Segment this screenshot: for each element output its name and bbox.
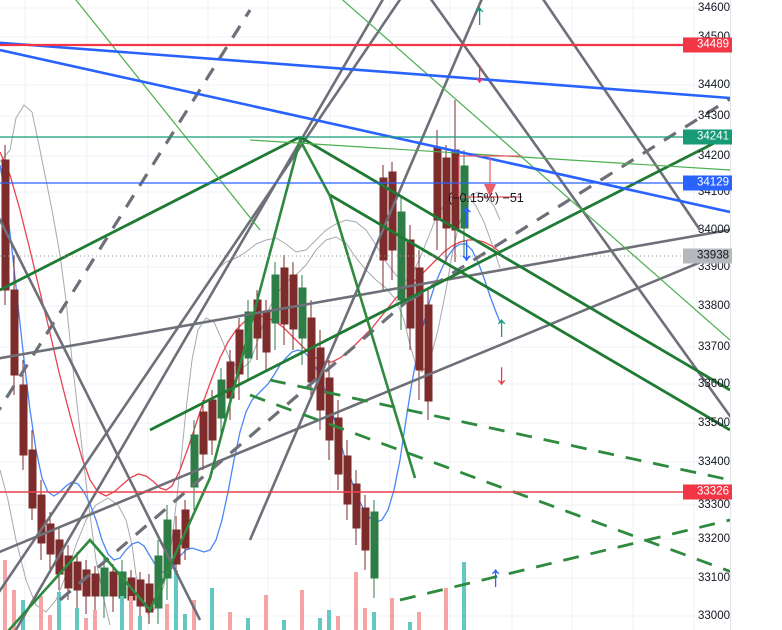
light-green-trendlines[interactable] xyxy=(60,0,730,341)
resistance-price-tag[interactable]: 34489 xyxy=(683,37,732,53)
axis-tick: 33100 xyxy=(698,572,730,584)
axis-tick: 34000 xyxy=(698,224,730,236)
axis-tick: 33800 xyxy=(698,300,730,312)
blue-trendlines[interactable] xyxy=(0,41,730,214)
support-price-tag[interactable]: 33326 xyxy=(683,484,732,500)
arrow-up-green-lower[interactable]: ↑ xyxy=(494,310,509,343)
chart-plot-area[interactable]: ↑ ↓ ↑ ↓ ↑ ↓ ↑ (−0.15%) −51 xyxy=(0,0,730,630)
level-lines[interactable] xyxy=(0,43,730,493)
axis-tick: 34300 xyxy=(698,110,730,122)
axis-tick: 34200 xyxy=(698,150,730,162)
arrow-down-blue-mid[interactable]: ↓ xyxy=(458,230,475,268)
entry-price-tag[interactable]: 34129 xyxy=(683,175,732,191)
axis-tick: 33600 xyxy=(698,378,730,390)
price-change-label: (−0.15%) −51 xyxy=(448,191,524,205)
volume-bars xyxy=(3,560,466,630)
arrow-down-red-lower[interactable]: ↓ xyxy=(494,358,509,391)
axis-tick: 33700 xyxy=(698,341,730,353)
axis-tick: 33900 xyxy=(698,261,730,273)
axis-tick: 33300 xyxy=(698,499,730,511)
dashed-gray-trendlines[interactable] xyxy=(0,9,730,602)
axis-tick: 34600 xyxy=(698,2,730,14)
last-price-tag[interactable]: 33938 xyxy=(683,248,732,264)
axis-tick: 33500 xyxy=(698,417,730,429)
arrow-down-red-top[interactable]: ↓ xyxy=(472,56,487,89)
green-dashed-trendlines[interactable] xyxy=(249,378,730,602)
axis-tick: 34400 xyxy=(698,79,730,91)
green-trend-channel[interactable] xyxy=(0,133,730,432)
target-price-tag[interactable]: 34241 xyxy=(683,129,732,145)
price-axis[interactable]: 34600 34500 34400 34300 34200 34100 3400… xyxy=(683,0,782,630)
axis-tick: 33200 xyxy=(698,533,730,545)
arrow-up-blue-mid[interactable]: ↑ xyxy=(458,196,475,234)
chart-canvas xyxy=(0,0,730,630)
green-zigzag-line[interactable] xyxy=(0,136,417,630)
gray-trendlines[interactable] xyxy=(0,0,730,630)
axis-tick: 33400 xyxy=(698,456,730,468)
short-position-marker[interactable] xyxy=(458,155,522,198)
arrow-up-blue-bottom[interactable]: ↑ xyxy=(488,560,503,593)
arrow-up-green-top[interactable]: ↑ xyxy=(472,0,487,31)
axis-tick: 33000 xyxy=(698,610,730,622)
